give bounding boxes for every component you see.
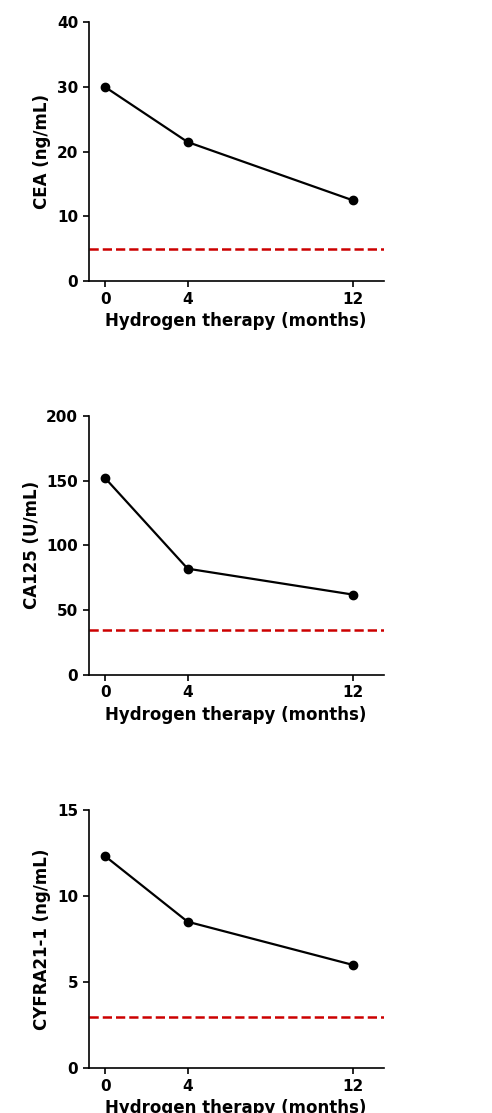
Y-axis label: CYFRA21-1 (ng/mL): CYFRA21-1 (ng/mL) xyxy=(33,848,52,1030)
Y-axis label: CA125 (U/mL): CA125 (U/mL) xyxy=(23,481,40,610)
X-axis label: Hydrogen therapy (months): Hydrogen therapy (months) xyxy=(105,1100,367,1113)
X-axis label: Hydrogen therapy (months): Hydrogen therapy (months) xyxy=(105,313,367,331)
X-axis label: Hydrogen therapy (months): Hydrogen therapy (months) xyxy=(105,706,367,723)
Y-axis label: CEA (ng/mL): CEA (ng/mL) xyxy=(33,95,51,209)
